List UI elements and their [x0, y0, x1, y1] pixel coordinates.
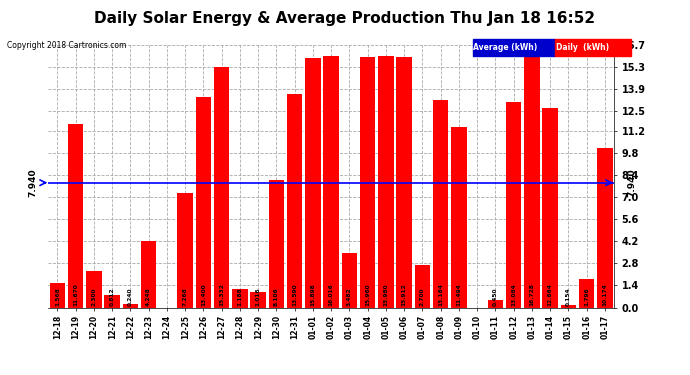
Bar: [360, 57, 375, 308]
Text: 13.084: 13.084: [511, 284, 516, 306]
Text: 10.174: 10.174: [602, 284, 607, 306]
Text: Average (kWh): Average (kWh): [473, 44, 538, 52]
Bar: [415, 265, 431, 308]
Text: 15.960: 15.960: [365, 284, 371, 306]
Bar: [561, 305, 576, 308]
Text: 7.268: 7.268: [183, 288, 188, 306]
Text: 0.154: 0.154: [566, 288, 571, 306]
Bar: [287, 94, 302, 308]
Text: 1.188: 1.188: [237, 288, 242, 306]
Bar: [68, 124, 83, 308]
Text: 0.240: 0.240: [128, 288, 133, 306]
Text: 16.016: 16.016: [328, 284, 334, 306]
Text: 15.898: 15.898: [310, 284, 315, 306]
Bar: [378, 56, 394, 308]
Bar: [342, 253, 357, 308]
Text: Copyright 2018 Cartronics.com: Copyright 2018 Cartronics.com: [7, 41, 126, 50]
Text: 15.332: 15.332: [219, 284, 224, 306]
Text: 3.482: 3.482: [347, 288, 352, 306]
Text: Daily  (kWh): Daily (kWh): [556, 44, 609, 52]
Bar: [141, 241, 157, 308]
Bar: [86, 272, 101, 308]
Text: 1.796: 1.796: [584, 288, 589, 306]
Bar: [433, 100, 448, 308]
Bar: [232, 289, 248, 308]
Text: Daily Solar Energy & Average Production Thu Jan 18 16:52: Daily Solar Energy & Average Production …: [95, 11, 595, 26]
Bar: [579, 279, 595, 308]
Text: 11.494: 11.494: [457, 284, 462, 306]
Text: 2.700: 2.700: [420, 288, 425, 306]
Text: 13.184: 13.184: [438, 284, 443, 306]
Text: 0.812: 0.812: [110, 288, 115, 306]
Text: 13.400: 13.400: [201, 284, 206, 306]
Text: 7.940: 7.940: [28, 168, 37, 197]
Bar: [250, 291, 266, 308]
Text: 11.670: 11.670: [73, 284, 78, 306]
Bar: [506, 102, 522, 308]
Text: 2.300: 2.300: [92, 288, 97, 306]
Bar: [397, 57, 412, 308]
Text: 1.016: 1.016: [256, 288, 261, 306]
Bar: [268, 180, 284, 308]
Bar: [177, 193, 193, 308]
Bar: [488, 300, 503, 307]
Text: 15.912: 15.912: [402, 284, 406, 306]
Bar: [451, 127, 466, 308]
Text: 16.728: 16.728: [529, 284, 535, 306]
Bar: [50, 283, 65, 308]
Bar: [542, 108, 558, 307]
Bar: [324, 56, 339, 308]
Text: 15.980: 15.980: [384, 284, 388, 306]
Text: 8.106: 8.106: [274, 288, 279, 306]
Text: 13.590: 13.590: [292, 284, 297, 306]
Bar: [524, 45, 540, 308]
Bar: [214, 66, 230, 308]
Bar: [598, 148, 613, 308]
Text: 4.248: 4.248: [146, 288, 151, 306]
Bar: [196, 97, 211, 308]
Bar: [123, 304, 138, 307]
Text: 1.568: 1.568: [55, 288, 60, 306]
Text: 12.664: 12.664: [548, 284, 553, 306]
Text: 7.940: 7.940: [628, 168, 637, 197]
Bar: [104, 295, 120, 307]
Bar: [305, 58, 321, 308]
Text: 0.450: 0.450: [493, 288, 498, 306]
